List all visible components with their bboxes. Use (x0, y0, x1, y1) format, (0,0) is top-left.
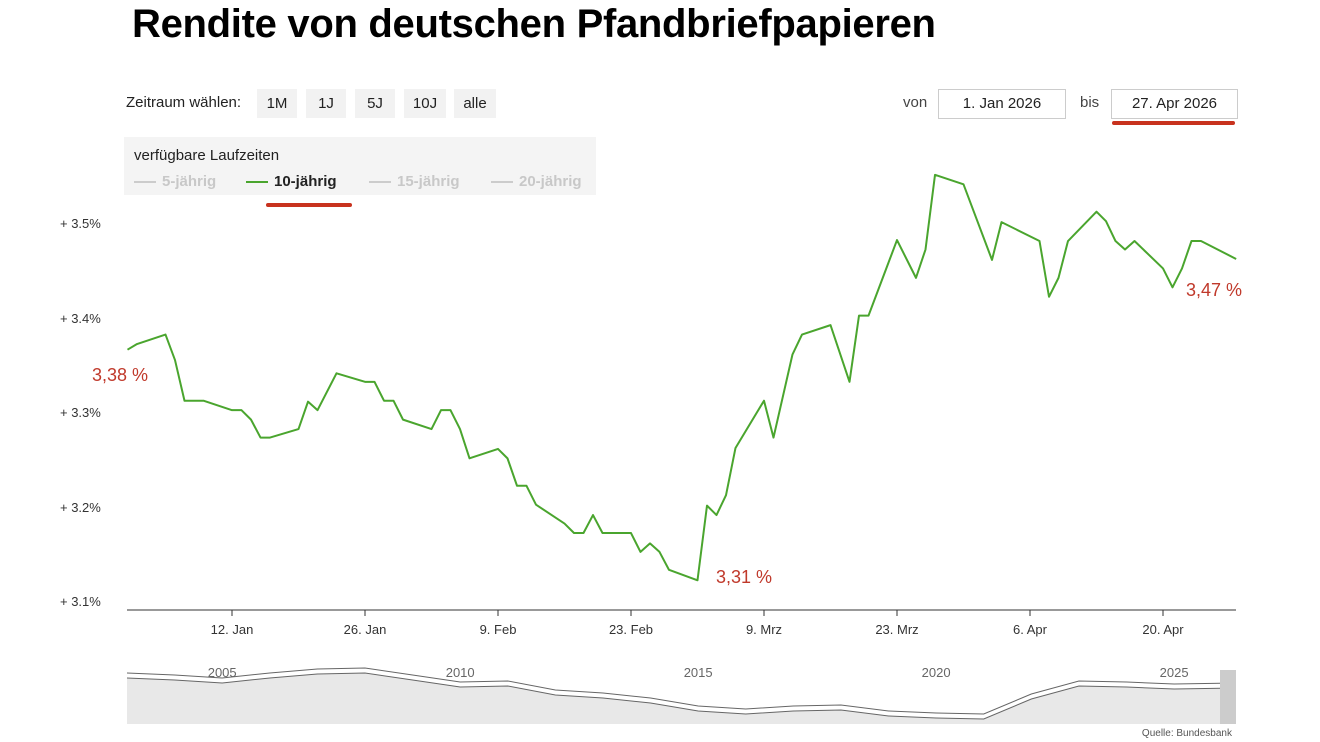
to-label: bis (1080, 94, 1100, 111)
legend-line-icon (369, 180, 391, 183)
range-selector-label: Zeitraum wählen: (126, 94, 242, 111)
navigator-year-label: 2020 (921, 665, 951, 680)
page-title: Rendite von deutschen Pfandbriefpapieren (132, 2, 936, 46)
x-tick-label: 12. Jan (210, 622, 254, 637)
legend-item-15-jaehrig[interactable]: 15-jährig (369, 173, 460, 190)
source-note: Quelle: Bundesbank (1141, 728, 1232, 739)
y-tick-label: + 3.2% (60, 499, 101, 515)
legend-highlight (266, 203, 352, 207)
to-date-highlight (1112, 121, 1235, 125)
y-tick-label: + 3.5% (60, 216, 101, 231)
navigator-year-label: 2005 (207, 665, 237, 680)
legend-line-icon (246, 180, 268, 183)
navigator-year-label: 2010 (445, 665, 475, 680)
legend-item-20-jaehrig[interactable]: 20-jährig (491, 173, 582, 190)
legend-line-icon (491, 180, 513, 183)
y-tick-label: + 3.1% (60, 594, 101, 609)
legend-line-icon (134, 180, 156, 183)
x-tick-label: 23. Mrz (875, 622, 919, 637)
annotation-end: 3,47 % (1186, 280, 1243, 300)
legend-item-10-jaehrig[interactable]: 10-jährig (246, 173, 337, 190)
from-date-input[interactable]: 1. Jan 2026 (938, 89, 1066, 119)
navigator-line-secondary (126, 667, 1237, 715)
navigator-year-label: 2025 (1159, 665, 1189, 680)
x-tick-label: 20. Apr (1142, 622, 1184, 637)
x-tick-label: 9. Feb (479, 622, 517, 637)
navigator-area (127, 673, 1236, 724)
legend-item-5-jaehrig[interactable]: 5-jährig (134, 173, 216, 190)
navigator-line (126, 672, 1237, 720)
x-tick-label: 9. Mrz (745, 622, 783, 637)
annotation-start: 3,38 % (92, 365, 149, 385)
annotation-min: 3,31 % (716, 567, 773, 587)
legend-title: verfügbare Laufzeiten (134, 147, 280, 164)
x-tick-label: 6. Apr (1013, 622, 1047, 637)
range-button-1m[interactable]: 1M (257, 89, 297, 118)
legend-box (124, 137, 596, 195)
y-tick-label: + 3.3% (60, 405, 101, 420)
range-button-alle[interactable]: alle (454, 89, 496, 118)
legend-label: 5-jährig (162, 173, 217, 190)
range-button-10j[interactable]: 10J (404, 89, 446, 118)
navigator-year-label: 2015 (683, 665, 713, 680)
from-label: von (903, 94, 928, 111)
series-line-10-jaehrig (126, 173, 1237, 582)
legend-label: 20-jährig (519, 173, 582, 190)
range-button-5j[interactable]: 5J (355, 89, 395, 118)
legend-label: 15-jährig (397, 173, 460, 190)
legend-label: 10-jährig (274, 173, 337, 190)
y-tick-label: + 3.4% (60, 310, 101, 326)
navigator-handle (1220, 670, 1236, 724)
range-button-1j[interactable]: 1J (306, 89, 346, 118)
to-date-input[interactable]: 27. Apr 2026 (1111, 89, 1238, 119)
x-tick-label: 26. Jan (343, 622, 387, 637)
x-tick-label: 23. Feb (608, 622, 654, 637)
